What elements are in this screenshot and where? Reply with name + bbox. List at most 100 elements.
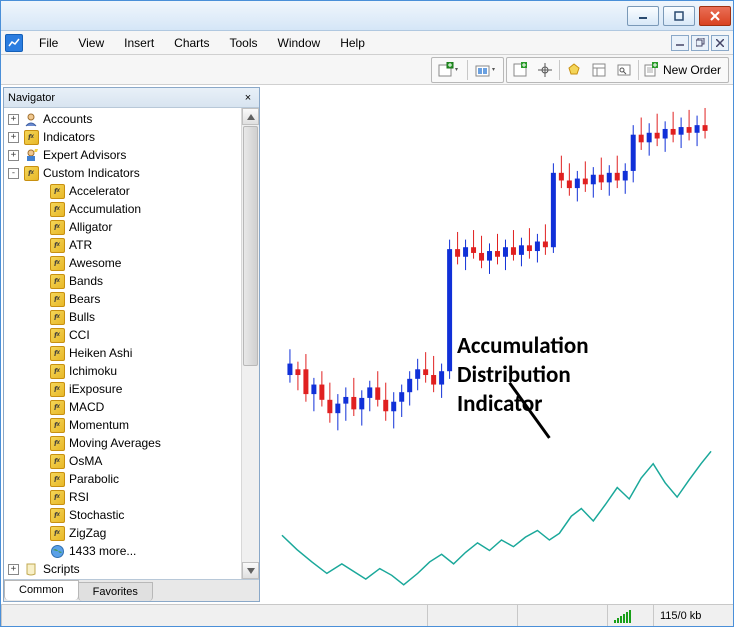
status-signal [607, 605, 653, 626]
navigator-button[interactable] [587, 59, 611, 81]
status-cell-1 [1, 605, 427, 626]
signal-bars-icon [614, 609, 631, 623]
tree-label: ZigZag [69, 526, 106, 540]
minimize-button[interactable] [627, 6, 659, 26]
tree-leaf-accumulation[interactable]: fxAccumulation [4, 200, 241, 218]
tree-leaf-atr[interactable]: fxATR [4, 236, 241, 254]
new-order-icon [643, 62, 659, 78]
expander-icon[interactable]: - [8, 168, 19, 179]
tree-leaf-rsi[interactable]: fxRSI [4, 488, 241, 506]
status-kb: 115/0 kb [653, 605, 733, 626]
menu-window[interactable]: Window [268, 33, 331, 53]
tree-leaf-zigzag[interactable]: fxZigZag [4, 524, 241, 542]
tree-node-scripts[interactable]: + Scripts [4, 560, 241, 578]
tree-node-expert-advisors[interactable]: + Expert Advisors [4, 146, 241, 164]
scrollbar-up-icon[interactable] [242, 108, 259, 125]
tree-leaf-stochastic[interactable]: fxStochastic [4, 506, 241, 524]
tree-label: Alligator [69, 220, 112, 234]
tree-leaf-bulls[interactable]: fxBulls [4, 308, 241, 326]
tree-leaf-osma[interactable]: fxOsMA [4, 452, 241, 470]
profiles-button[interactable] [470, 59, 502, 81]
tree-label: Heiken Ashi [69, 346, 132, 360]
toolbar: New Order [1, 55, 733, 85]
chart-annotation: Accumulation Distribution Indicator [457, 332, 589, 418]
crosshair-button[interactable] [533, 59, 557, 81]
navigator-title: Navigator [8, 92, 241, 104]
new-order-label: New Order [663, 63, 721, 77]
mdi-minimize-button[interactable] [671, 35, 689, 51]
navigator-close-icon[interactable]: × [241, 91, 255, 105]
menu-help[interactable]: Help [330, 33, 375, 53]
tab-common[interactable]: Common [4, 580, 79, 600]
tree-label: Stochastic [69, 508, 124, 522]
tree-leaf-alligator[interactable]: fxAlligator [4, 218, 241, 236]
tree-leaf-momentum[interactable]: fxMomentum [4, 416, 241, 434]
annotation-line3: Indicator [457, 390, 542, 418]
tree-label: Bulls [69, 310, 95, 324]
annotation-line1: Accumulation [457, 332, 589, 360]
app-icon [5, 34, 23, 52]
tree-label: CCI [69, 328, 90, 342]
expander-icon[interactable]: + [8, 114, 19, 125]
navigator-scrollbar[interactable] [241, 108, 259, 579]
tree-node-indicators[interactable]: +fxIndicators [4, 128, 241, 146]
tree-leaf-accelerator[interactable]: fxAccelerator [4, 182, 241, 200]
expander-icon[interactable]: + [8, 564, 19, 575]
status-cell-3 [517, 605, 607, 626]
tree-label: Momentum [69, 418, 129, 432]
tree-leaf-macd[interactable]: fxMACD [4, 398, 241, 416]
menu-view[interactable]: View [68, 33, 114, 53]
titlebar [1, 1, 733, 31]
tree-leaf-heiken-ashi[interactable]: fxHeiken Ashi [4, 344, 241, 362]
tree-label: Indicators [43, 130, 95, 144]
tree-leaf-bands[interactable]: fxBands [4, 272, 241, 290]
tab-favorites[interactable]: Favorites [78, 582, 153, 601]
tree-label: OsMA [69, 454, 102, 468]
tree-label: Bears [69, 292, 100, 306]
data-window-button[interactable] [562, 59, 586, 81]
mdi-restore-button[interactable] [691, 35, 709, 51]
tree-label: Accumulation [69, 202, 141, 216]
expander-icon[interactable]: + [8, 132, 19, 143]
menu-insert[interactable]: Insert [114, 33, 164, 53]
tree-leaf-moving-averages[interactable]: fxMoving Averages [4, 434, 241, 452]
tree-label: MACD [69, 400, 104, 414]
statusbar: 115/0 kb [1, 604, 733, 626]
close-button[interactable] [699, 6, 731, 26]
tree-node-custom-indicators[interactable]: -fxCustom Indicators [4, 164, 241, 182]
tree-label: iExposure [69, 382, 122, 396]
navigator-tree: +Accounts+fxIndicators+Expert Advisors-f… [4, 108, 241, 579]
tree-leaf-bears[interactable]: fxBears [4, 290, 241, 308]
tree-label: Accounts [43, 112, 92, 126]
tree-node-accounts[interactable]: + Accounts [4, 110, 241, 128]
tree-leaf-cci[interactable]: fxCCI [4, 326, 241, 344]
scrollbar-thumb[interactable] [243, 126, 258, 366]
terminal-button[interactable] [612, 59, 636, 81]
status-cell-2 [427, 605, 517, 626]
menu-file[interactable]: File [29, 33, 68, 53]
tree-leaf-parabolic[interactable]: fxParabolic [4, 470, 241, 488]
app-window: File View Insert Charts Tools Window Hel… [0, 0, 734, 627]
tree-label: Expert Advisors [43, 148, 126, 162]
tree-leaf-iexposure[interactable]: fxiExposure [4, 380, 241, 398]
maximize-button[interactable] [663, 6, 695, 26]
tree-leaf-awesome[interactable]: fxAwesome [4, 254, 241, 272]
expander-icon[interactable]: + [8, 150, 19, 161]
tree-label: Bands [69, 274, 103, 288]
navigator-panel: Navigator × +Accounts+fxIndicators+Exper… [3, 87, 260, 602]
menu-tools[interactable]: Tools [220, 33, 268, 53]
tree-label: Awesome [69, 256, 121, 270]
new-chart-button[interactable] [433, 59, 465, 81]
tree-label: Scripts [43, 562, 80, 576]
tree-label: Accelerator [69, 184, 130, 198]
chart-area[interactable]: Accumulation Distribution Indicator [262, 87, 731, 602]
mdi-close-button[interactable] [711, 35, 729, 51]
tree-label: ATR [69, 238, 92, 252]
tree-label: Custom Indicators [43, 166, 140, 180]
tree-leaf-ichimoku[interactable]: fxIchimoku [4, 362, 241, 380]
new-order-button[interactable]: New Order [641, 59, 727, 81]
menu-charts[interactable]: Charts [164, 33, 219, 53]
market-watch-button[interactable] [508, 59, 532, 81]
tree-leaf-more[interactable]: 1433 more... [4, 542, 241, 560]
scrollbar-down-icon[interactable] [242, 562, 259, 579]
